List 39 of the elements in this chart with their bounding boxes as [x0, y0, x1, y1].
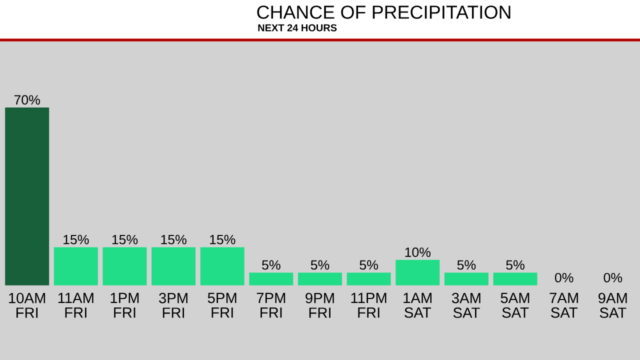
x-tick-label: 10AM FRI — [9, 292, 46, 318]
chart-subtitle: NEXT 24 HOURS — [258, 24, 337, 32]
data-label: 70% — [14, 95, 40, 105]
bar — [200, 247, 244, 286]
bar — [249, 272, 294, 286]
data-label: 10% — [405, 248, 431, 257]
x-tick-label: 3PM FRI — [159, 292, 188, 318]
bar — [5, 108, 50, 286]
x-tick-label: 1AM SAT — [404, 292, 432, 318]
x-tick-label: 3AM SAT — [452, 292, 480, 318]
bar — [54, 247, 98, 286]
chart-title: CHANCE OF PRECIPITATION — [257, 6, 510, 19]
x-tick-label: 5PM FRI — [208, 292, 236, 318]
data-label: 5% — [457, 260, 476, 270]
x-tick-label: 9AM SAT — [598, 292, 627, 318]
bar — [444, 272, 488, 286]
data-label: 0% — [554, 272, 574, 282]
data-label: 15% — [112, 234, 138, 244]
x-tick-label: 7PM FRI — [256, 292, 286, 318]
bar — [493, 272, 538, 286]
x-tick-label: 7AM SAT — [550, 292, 578, 318]
data-label: 5% — [360, 260, 378, 270]
x-tick-label: 9PM FRI — [306, 292, 334, 318]
x-tick-label: 11PM FRI — [351, 292, 386, 318]
x-tick-label: 1PM FRI — [110, 292, 139, 318]
bar — [298, 272, 342, 286]
data-label: 15% — [161, 234, 186, 244]
x-tick-label: 5AM SAT — [500, 292, 530, 318]
bar — [102, 247, 147, 286]
data-label: 5% — [262, 260, 280, 270]
data-label: 5% — [310, 260, 330, 270]
bar — [346, 272, 391, 286]
bar — [152, 247, 196, 286]
data-label: 15% — [64, 234, 89, 244]
data-label: 0% — [604, 272, 622, 282]
bar — [396, 260, 440, 286]
data-label: 15% — [210, 234, 236, 244]
data-label: 5% — [506, 260, 524, 270]
x-tick-label: 11AM FRI — [58, 292, 94, 318]
